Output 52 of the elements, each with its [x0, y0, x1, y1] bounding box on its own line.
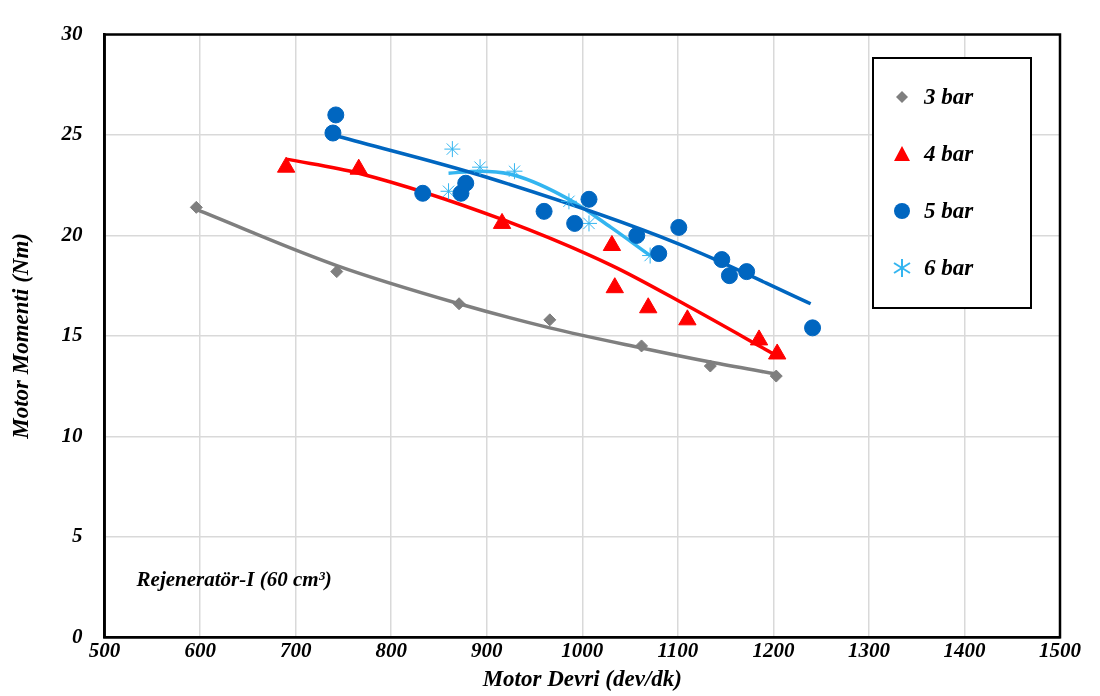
point — [535, 202, 553, 220]
y-tick-label: 25 — [60, 121, 83, 146]
point — [566, 214, 584, 232]
y-tick-label: 15 — [61, 322, 83, 347]
point — [602, 235, 622, 252]
point — [650, 245, 668, 263]
point — [713, 251, 731, 269]
x-tick-label: 1000 — [561, 638, 604, 663]
y-tick-label: 0 — [72, 623, 84, 648]
x-tick-label: 1400 — [943, 638, 986, 663]
point — [703, 359, 717, 373]
x-tick-label: 900 — [471, 638, 504, 663]
x-tick-label: 800 — [375, 638, 408, 663]
point — [443, 140, 461, 158]
point — [670, 218, 688, 236]
x-tick-label: 700 — [279, 638, 312, 663]
point — [720, 267, 738, 285]
y-tick-label: 20 — [60, 221, 84, 246]
point — [505, 162, 523, 180]
x-axis-title: Motor Devri (dev/dk) — [481, 666, 682, 692]
x-tick-label: 1300 — [847, 638, 891, 663]
y-axis-title: Motor Momenti (Nm) — [7, 233, 33, 440]
y-tick-label: 30 — [60, 21, 84, 46]
x-tick-label: 500 — [88, 638, 121, 663]
x-tick-label: 1200 — [752, 638, 795, 663]
point — [324, 124, 342, 142]
legend-label: 5 bar — [924, 198, 974, 225]
point — [738, 263, 756, 281]
x-tick-label: 1100 — [657, 638, 699, 663]
point — [452, 297, 466, 311]
point — [628, 226, 646, 244]
legend-label: 4 bar — [924, 141, 974, 168]
y-tick-label: 10 — [61, 422, 84, 447]
point — [457, 174, 475, 192]
x-tick-label: 600 — [184, 638, 217, 663]
point — [769, 369, 783, 383]
y-tick-label: 5 — [72, 523, 83, 548]
point — [327, 106, 345, 124]
x-tick-label: 1500 — [1039, 638, 1082, 663]
annotation: Rejeneratör-I (60 cm³) — [136, 567, 332, 593]
point — [635, 339, 649, 353]
point — [804, 319, 822, 337]
legend-label: 3 bar — [924, 84, 974, 111]
point — [560, 192, 578, 210]
point — [580, 190, 598, 208]
point — [414, 184, 432, 202]
point — [330, 265, 344, 279]
point — [543, 313, 557, 327]
point — [580, 214, 598, 232]
point — [189, 200, 203, 214]
point — [471, 158, 489, 176]
legend-label: 6 bar — [924, 255, 974, 282]
